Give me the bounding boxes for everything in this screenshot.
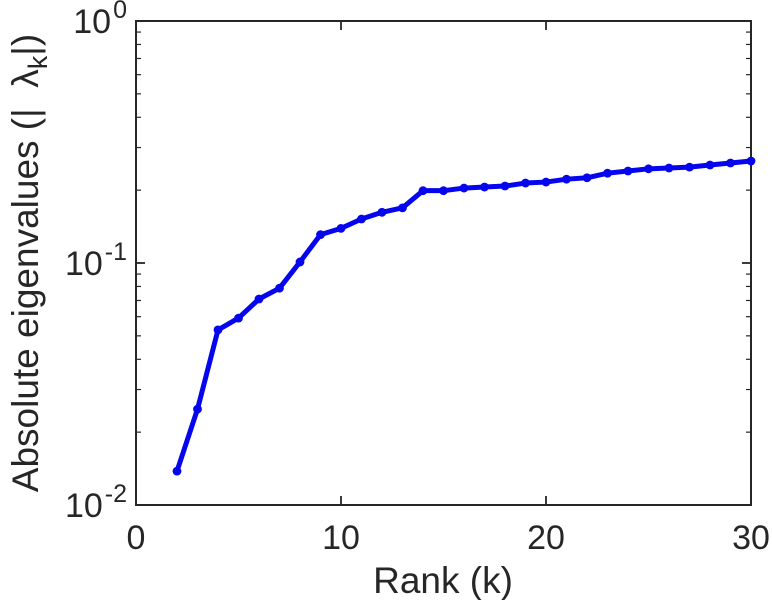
lambda-subscript: k [23,55,53,69]
y-axis-title-prefix: Absolute eigenvalues (| [5,88,46,493]
data-point-marker [644,164,653,174]
data-point-marker [193,404,202,414]
data-point-marker [295,257,305,267]
y-tick-mantissa: 10 [65,245,103,283]
data-point-marker [726,158,735,168]
data-point-marker [500,181,510,191]
data-point-marker [623,166,633,176]
data-point-marker [316,230,325,240]
series-line [174,158,754,474]
data-point-marker [705,160,715,170]
x-tick-label: 0 [127,519,146,557]
plot-frame [135,20,752,506]
data-point-marker [541,177,551,187]
data-point-marker [685,162,694,172]
lambda-symbol: λ [5,69,46,88]
data-point-marker [213,325,223,335]
data-point-marker [275,283,284,293]
y-tick-mantissa: 10 [73,3,111,41]
data-point-marker [603,168,612,178]
data-point-marker [377,207,387,217]
y-tick-mantissa: 10 [65,487,103,525]
data-point-marker [418,186,428,196]
x-axis-title: Rank (k) [373,560,513,600]
data-point-marker [582,173,592,183]
y-axis-title-suffix: |) [5,34,46,56]
data-point-marker [398,203,407,213]
y-axis-title: Absolute eigenvalues (| λk|) [5,34,53,492]
y-tick-exponent: -2 [105,480,127,508]
data-point-marker [357,214,366,224]
x-tick-label: 10 [322,519,360,557]
y-tick-exponent: -1 [105,238,127,266]
data-point-marker [480,182,489,192]
data-point-marker [459,183,469,193]
data-point-marker [336,223,346,233]
data-point-marker [234,313,243,323]
data-point-marker [254,294,264,304]
y-tick-label: 10-1 [65,238,127,283]
y-tick-exponent: 0 [113,0,127,24]
data-point-marker [664,163,674,173]
data-point-marker [172,466,182,476]
data-point-marker [562,174,571,184]
data-point-marker [439,186,448,196]
data-point-marker [521,178,530,188]
x-tick-label: 30 [732,519,770,557]
y-tick-label: 10-2 [65,480,127,525]
x-tick-label: 20 [527,519,565,557]
data-point-marker [746,156,756,166]
y-tick-label: 100 [73,0,127,41]
